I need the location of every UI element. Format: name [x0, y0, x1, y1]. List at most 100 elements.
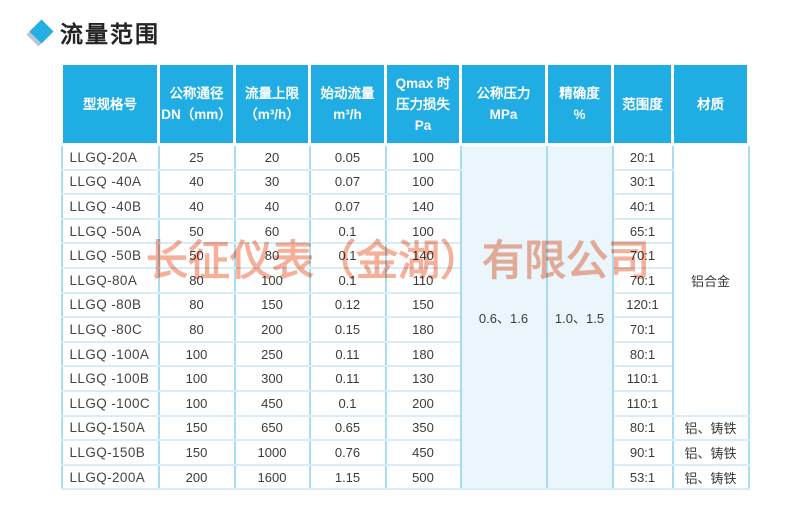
cell-model: LLGQ -50B: [60, 242, 160, 269]
cell-material: 铝、铸铁: [671, 414, 750, 442]
table-row: LLGQ -80B 80 150 0.12 150 120:1: [60, 291, 749, 319]
cell-flow-max: 20: [233, 143, 311, 171]
cell-dn: 100: [157, 340, 236, 368]
cell-dn: 40: [157, 193, 236, 220]
cell-flow-start: 1.15: [308, 463, 387, 491]
cell-model: LLGQ -100A: [60, 340, 160, 368]
cell-pressure-loss: 100: [384, 168, 462, 196]
table-row: LLGQ -40A 40 30 0.07 100 30:1: [60, 168, 749, 196]
col-header-line: MPa: [489, 107, 518, 122]
col-header-line: 材质: [697, 96, 724, 112]
cell-flow-start: 0.11: [308, 365, 387, 392]
cell-flow-max: 60: [233, 217, 311, 245]
cell-model: LLGQ-150A: [60, 414, 160, 442]
table-row: LLGQ -40B 40 40 0.07 140 40:1: [60, 193, 749, 220]
cell-flow-max: 40: [233, 193, 311, 220]
col-header-model: 型规格号: [60, 62, 160, 146]
col-header-line: 公称通径: [169, 86, 224, 101]
cell-flow-start: 0.1: [308, 389, 387, 417]
cell-material: 铝、铸铁: [671, 463, 750, 491]
col-header-dn: 公称通径 DN（mm）: [157, 62, 236, 146]
col-header-line: DN（mm）: [161, 107, 232, 122]
col-header-line: Qmax 时: [395, 75, 451, 91]
col-header-line: Pa: [414, 117, 432, 133]
cell-dn: 100: [157, 365, 236, 392]
table-row: LLGQ -50A 50 60 0.1 100 65:1: [60, 217, 749, 245]
col-header-line: 始动流量: [320, 86, 375, 101]
cell-range: 90:1: [611, 439, 674, 466]
cell-nominal-pressure-merged: 0.6、1.6: [459, 143, 548, 491]
cell-model: LLGQ -80B: [60, 291, 160, 319]
cell-flow-start: 0.65: [308, 414, 387, 442]
cell-flow-max: 1600: [233, 463, 311, 491]
cell-model: LLGQ -40A: [60, 168, 160, 196]
cell-flow-max: 650: [233, 414, 311, 442]
cell-range: 80:1: [611, 414, 674, 442]
cell-flow-max: 80: [233, 242, 311, 269]
cell-dn: 150: [157, 414, 236, 442]
cell-accuracy-merged: 1.0、1.5: [545, 143, 614, 491]
cell-flow-max: 450: [233, 389, 311, 417]
cell-pressure-loss: 200: [384, 389, 462, 417]
cell-pressure-loss: 180: [384, 316, 462, 343]
col-header-flow_max: 流量上限 （m³/h）: [233, 62, 311, 146]
cell-range: 65:1: [611, 217, 674, 245]
cell-pressure-loss: 100: [384, 143, 462, 171]
cell-flow-max: 150: [233, 291, 311, 319]
cell-dn: 150: [157, 439, 236, 466]
cell-flow-max: 100: [233, 266, 311, 294]
col-header-line: 范围度: [622, 96, 663, 112]
cell-dn: 80: [157, 316, 236, 343]
cell-pressure-loss: 130: [384, 365, 462, 392]
col-header-line: 流量上限: [245, 86, 299, 101]
col-header-nominal_pressure: 公称压力 MPa: [459, 62, 548, 146]
cell-dn: 80: [157, 291, 236, 319]
table-row: LLGQ-200A 200 1600 1.15 500 53:1 铝、铸铁: [60, 463, 750, 491]
cell-pressure-loss: 140: [384, 242, 462, 269]
col-header-material: 材质: [671, 62, 750, 146]
cell-model: LLGQ -100C: [60, 389, 160, 417]
cell-pressure-loss: 450: [384, 439, 462, 466]
table-row: LLGQ -100C 100 450 0.1 200 110:1: [60, 389, 749, 417]
cell-flow-start: 0.76: [308, 439, 387, 466]
col-header-accuracy: 精确度%: [545, 62, 614, 146]
cell-range: 70:1: [611, 242, 674, 269]
cell-dn: 40: [157, 168, 236, 196]
col-header-line: 型规格号: [83, 96, 137, 112]
cell-range: 110:1: [611, 389, 674, 417]
table-row: LLGQ -100A 100 250 0.11 180 80:1: [60, 340, 749, 368]
col-header-line: %: [573, 107, 586, 122]
col-header-line: 压力损失: [396, 96, 450, 112]
cell-flow-start: 0.07: [308, 168, 387, 196]
cell-model: LLGQ -80C: [60, 316, 160, 343]
cell-model: LLGQ-80A: [60, 266, 160, 294]
cell-dn: 25: [157, 143, 236, 171]
diamond-icon: [26, 19, 56, 47]
cell-flow-max: 200: [233, 316, 311, 343]
cell-range: 70:1: [611, 266, 674, 294]
col-header-range: 范围度: [611, 62, 674, 146]
cell-flow-start: 0.07: [308, 193, 387, 220]
cell-pressure-loss: 140: [384, 193, 462, 220]
cell-flow-start: 0.1: [308, 217, 387, 245]
cell-pressure-loss: 350: [384, 414, 462, 442]
table-row: LLGQ-150B 150 1000 0.76 450 90:1 铝、铸铁: [60, 439, 750, 466]
page-title: 流量范围: [60, 21, 160, 47]
table-header-row: 型规格号 公称通径 DN（mm） 流量上限 （m³/h） 始动流量 m³/h Qmax 时压力…: [60, 62, 750, 146]
cell-dn: 50: [157, 217, 236, 245]
cell-flow-max: 30: [233, 168, 311, 196]
cell-range: 40:1: [611, 193, 674, 220]
table-row: LLGQ -50B 50 80 0.1 140 70:1: [60, 242, 749, 269]
cell-flow-start: 0.12: [308, 291, 387, 319]
cell-flow-max: 1000: [233, 439, 311, 466]
cell-flow-max: 250: [233, 340, 311, 368]
cell-flow-max: 300: [233, 365, 311, 392]
col-header-flow_start: 始动流量 m³/h: [308, 62, 387, 146]
table-row: LLGQ-150A 150 650 0.65 350 80:1 铝、铸铁: [60, 414, 750, 442]
cell-model: LLGQ -40B: [60, 193, 160, 220]
table-row: LLGQ -100B 100 300 0.11 130 110:1: [60, 365, 749, 392]
col-header-line: 精确度: [559, 86, 600, 101]
table-row: LLGQ-80A 80 100 0.1 110 70:1: [60, 266, 749, 294]
cell-dn: 100: [157, 389, 236, 417]
cell-pressure-loss: 180: [384, 340, 462, 368]
